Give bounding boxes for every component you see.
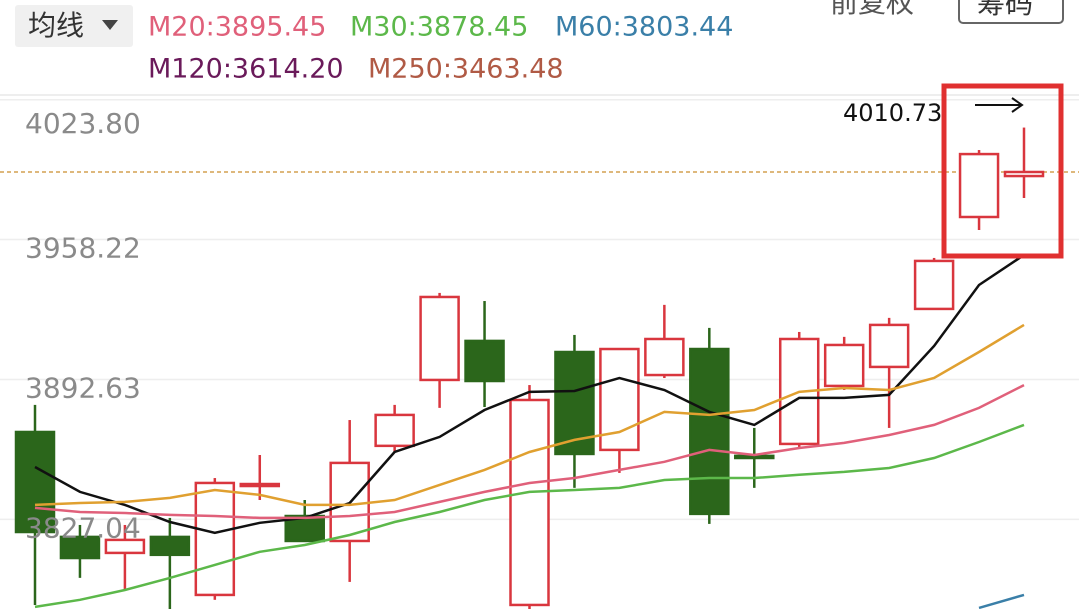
chips-button[interactable] [958, 0, 1064, 24]
candle-body [14, 430, 56, 534]
ma-line [978, 593, 1025, 609]
candle-body [868, 323, 910, 369]
candle-body [464, 339, 505, 383]
ma-line [34, 383, 1025, 520]
ma-line [34, 423, 1025, 609]
plot-area [0, 98, 1079, 609]
candle-body [374, 413, 415, 448]
annotation-arrow [975, 97, 1024, 113]
legend-entry: M250:3463.48 [368, 54, 564, 85]
candle-body [509, 398, 550, 607]
legend-entry: M20:3895.45 [148, 12, 326, 43]
candle-body [689, 347, 730, 516]
y-tick-label: 3827.04 [25, 511, 141, 544]
legend-entry: M30:3878.45 [350, 12, 528, 43]
candle-body [194, 481, 236, 597]
ma-line [34, 253, 1025, 535]
legend-entry: M60:3803.44 [555, 12, 733, 43]
candle-body [149, 535, 191, 557]
indicator-button[interactable] [15, 5, 133, 47]
candle-body [958, 152, 1000, 219]
candle-body [1003, 170, 1045, 178]
y-tick-label: 4023.80 [25, 107, 141, 140]
legend-entry: M120:3614.20 [148, 54, 344, 85]
candle-body [823, 343, 865, 388]
dropdown-arrow [102, 20, 118, 30]
candle-body [59, 535, 101, 560]
indicator-label: 均线 [28, 9, 84, 42]
chips-label: 筹码 [977, 0, 1033, 20]
candle-body [239, 482, 281, 488]
high-annotation: 4010.73 [843, 99, 942, 127]
ma-line [34, 323, 1025, 507]
candle-body [644, 337, 685, 377]
adjust-label[interactable]: 前复权 [830, 0, 914, 19]
candle-body [913, 259, 955, 311]
y-tick-label: 3958.22 [25, 232, 141, 265]
candle-body [104, 538, 146, 555]
highlight-box [941, 83, 1064, 259]
candle-body [419, 295, 460, 382]
y-tick-label: 3892.63 [25, 371, 141, 404]
